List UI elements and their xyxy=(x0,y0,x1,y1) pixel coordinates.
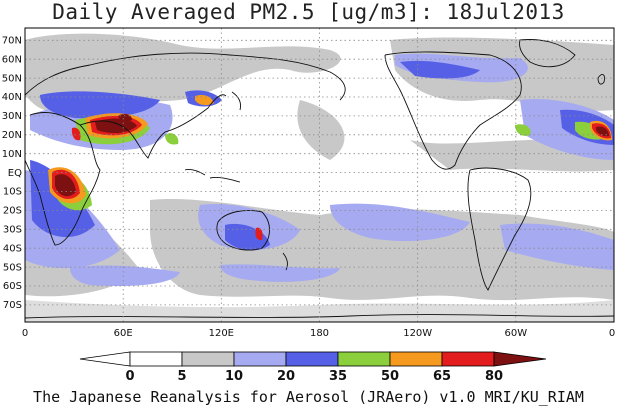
lon-label: 120W xyxy=(403,328,432,339)
lat-label: 20S xyxy=(3,206,22,217)
lon-label: 60W xyxy=(504,328,527,339)
colorbar-label: 20 xyxy=(277,369,295,384)
colorbar-label: 65 xyxy=(433,369,451,384)
lon-label: 0 xyxy=(609,328,615,339)
colorbar-segment xyxy=(389,351,443,367)
lon-label: 120E xyxy=(209,328,234,339)
lat-label: EQ xyxy=(8,168,22,179)
map-title: Daily Averaged PM2.5 [ug/m3]: 18Jul2013 xyxy=(52,0,565,24)
lat-label: 30S xyxy=(3,225,22,236)
colorbar xyxy=(79,351,547,367)
lat-label: 60N xyxy=(2,54,22,65)
colorbar-segment xyxy=(181,351,235,367)
colorbar-label: 5 xyxy=(177,369,186,384)
colorbar-low-triangle xyxy=(79,351,131,367)
lat-label: 40S xyxy=(3,243,22,254)
map-frame xyxy=(24,27,615,323)
lat-label: 30N xyxy=(2,111,22,122)
lat-label: 70N xyxy=(2,36,22,47)
longitude-axis: 0 60E 120E 180 120W 60W 0 xyxy=(22,328,615,339)
colorbar-segment xyxy=(285,351,339,367)
lon-label: 0 xyxy=(22,328,28,339)
colorbar-label: 35 xyxy=(329,369,347,384)
lat-label: 50N xyxy=(2,73,22,84)
colorbar-label: 10 xyxy=(225,369,243,384)
colorbar-segment xyxy=(441,351,495,367)
lon-label: 180 xyxy=(310,328,329,339)
lon-label: 60E xyxy=(114,328,133,339)
lat-label: 10S xyxy=(3,187,22,198)
colorbar-segment xyxy=(129,351,183,367)
colorbar-labels: 0 5 10 20 35 50 65 80 xyxy=(125,369,503,384)
lat-label: 70S xyxy=(3,300,22,311)
colorbar-high-triangle xyxy=(493,351,547,367)
lat-label: 50S xyxy=(3,262,22,273)
colorbar-segment xyxy=(233,351,287,367)
lat-label: 10N xyxy=(2,149,22,160)
lat-label: 40N xyxy=(2,92,22,103)
footer-credit: The Japanese Reanalysis for Aerosol (JRA… xyxy=(33,388,584,406)
concentration-field xyxy=(25,28,614,322)
lat-label: 60S xyxy=(3,281,22,292)
colorbar-label: 0 xyxy=(125,369,134,384)
lat-label: 20N xyxy=(2,130,22,141)
colorbar-label: 80 xyxy=(485,369,503,384)
colorbar-label: 50 xyxy=(381,369,399,384)
latitude-axis: 70N 60N 50N 40N 30N 20N 10N EQ 10S 20S 3… xyxy=(2,36,22,312)
colorbar-segment xyxy=(337,351,391,367)
